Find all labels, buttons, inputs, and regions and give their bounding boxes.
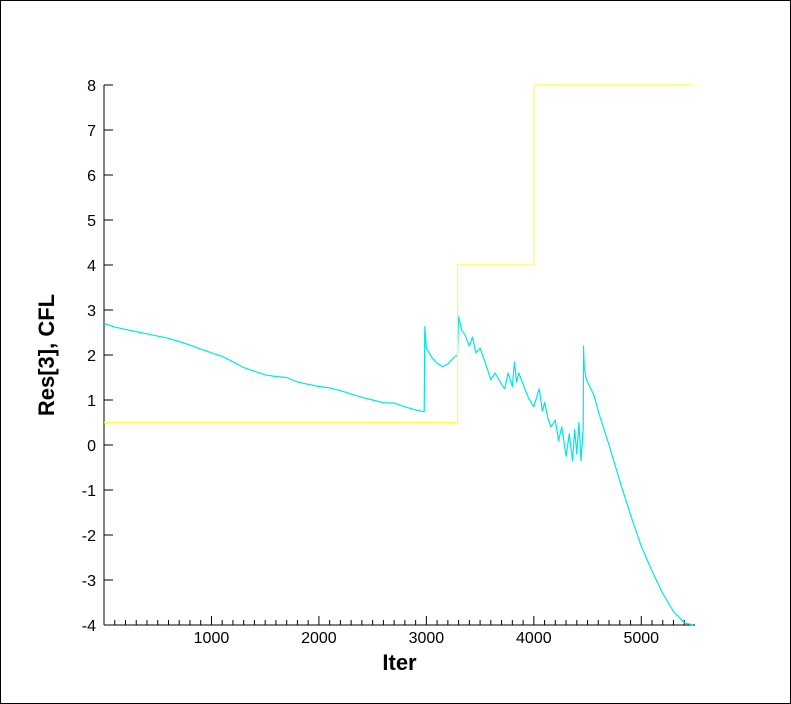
x-tick-label: 3000 <box>409 630 445 647</box>
y-tick-label: 2 <box>87 348 96 365</box>
x-tick-label: 4000 <box>516 630 552 647</box>
y-tick-label: -3 <box>82 573 96 590</box>
y-tick-label: 6 <box>87 168 96 185</box>
y-tick-label: -2 <box>82 528 96 545</box>
x-tick-label: 5000 <box>623 630 659 647</box>
y-tick-label: -1 <box>82 483 96 500</box>
y-axis-ticks: -4 -3 -2 -1 0 1 2 3 4 5 6 7 8 <box>82 78 113 635</box>
y-tick-label: 7 <box>87 123 96 140</box>
y-axis-title: Res[3], CFL <box>34 294 59 416</box>
y-tick-label: -4 <box>82 618 96 635</box>
x-tick-label: 2000 <box>301 630 337 647</box>
series-layer <box>103 84 694 626</box>
series-line-1 <box>103 316 694 626</box>
y-tick-label: 1 <box>87 393 96 410</box>
axes <box>103 85 695 626</box>
y-tick-label: 4 <box>87 258 96 275</box>
y-tick-label: 8 <box>87 78 96 95</box>
y-tick-label: 5 <box>87 213 96 230</box>
x-tick-label: 1000 <box>194 630 230 647</box>
y-tick-label: 3 <box>87 303 96 320</box>
series-line-2 <box>104 84 693 424</box>
x-axis-ticks: 1000 2000 3000 4000 5000 <box>114 616 685 647</box>
x-axis-title: Iter <box>382 650 417 675</box>
y-tick-label: 0 <box>87 438 96 455</box>
